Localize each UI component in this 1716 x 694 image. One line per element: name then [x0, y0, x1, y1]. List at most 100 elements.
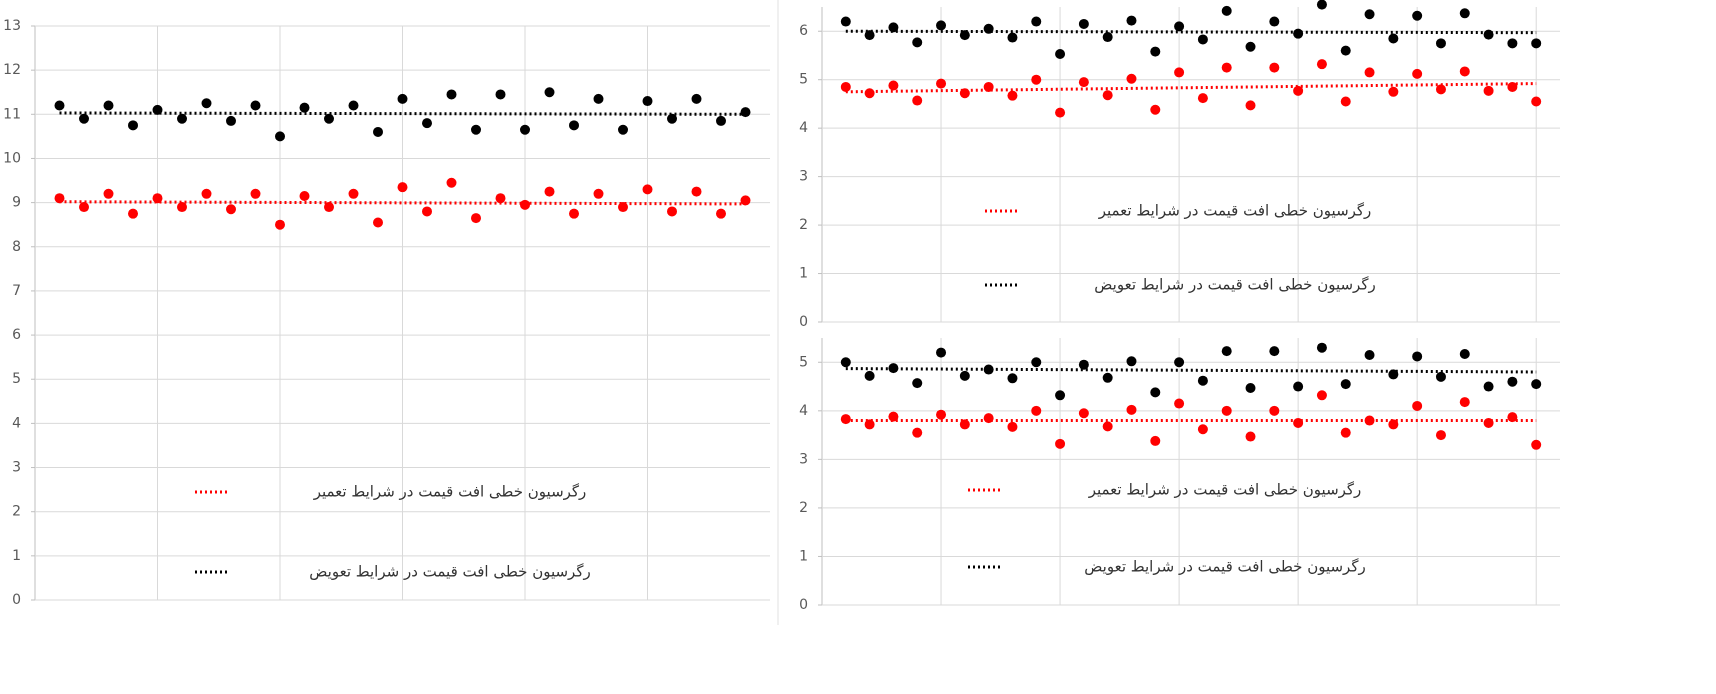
point — [1007, 90, 1018, 101]
point — [667, 113, 677, 124]
point — [1435, 430, 1446, 441]
point — [569, 120, 579, 131]
point — [1221, 405, 1232, 416]
point — [1197, 34, 1208, 45]
point — [1221, 62, 1232, 73]
point — [1531, 96, 1542, 107]
point — [103, 100, 114, 111]
y-tick-label: 4 — [12, 415, 21, 431]
legend-label: رگرسیون خطی افت قیمت در شرایط تعویض — [1094, 276, 1375, 294]
point — [888, 80, 899, 91]
point — [1459, 66, 1470, 77]
point — [1507, 38, 1518, 49]
y-tick-label: 4 — [799, 403, 808, 419]
point — [1221, 5, 1232, 16]
point — [1197, 93, 1208, 104]
point — [1459, 8, 1470, 19]
point — [1507, 412, 1518, 423]
point — [1412, 10, 1423, 21]
point — [1435, 371, 1446, 382]
trendline — [845, 29, 1537, 35]
point — [226, 115, 236, 126]
point — [912, 427, 923, 438]
point — [1293, 381, 1304, 392]
y-tick-label: 5 — [799, 354, 808, 370]
y-tick-label: 3 — [12, 460, 21, 476]
point — [397, 93, 408, 104]
trendline — [845, 367, 1537, 374]
point — [1364, 67, 1375, 78]
point — [348, 100, 359, 111]
point — [1150, 387, 1161, 398]
point — [1150, 435, 1161, 446]
point — [1269, 62, 1280, 73]
point — [422, 206, 432, 217]
point — [1483, 381, 1494, 392]
point — [912, 37, 923, 48]
point — [864, 88, 875, 99]
legend-label: رگرسیون خطی افت قیمت در شرایط تعمیر — [1088, 481, 1362, 499]
point — [1055, 107, 1066, 118]
point — [397, 182, 408, 193]
point — [1197, 375, 1208, 386]
point — [471, 124, 481, 135]
point — [1269, 16, 1280, 27]
y-tick-label: 12 — [3, 62, 21, 78]
point — [840, 357, 851, 368]
y-tick-label: 0 — [799, 597, 808, 613]
point — [1078, 77, 1089, 88]
point — [667, 206, 677, 217]
point — [983, 364, 994, 375]
point — [593, 93, 604, 104]
point — [1078, 408, 1089, 419]
point — [1316, 342, 1327, 353]
point — [1197, 424, 1208, 435]
legend-label: رگرسیون خطی افت قیمت در شرایط تعمیر — [313, 483, 587, 501]
legend-label: رگرسیون خطی افت قیمت در شرایط تعویض — [1084, 558, 1365, 576]
y-tick-label: 1 — [799, 266, 808, 282]
point — [912, 378, 923, 389]
point — [1102, 32, 1113, 43]
point — [1126, 73, 1137, 84]
point — [1364, 9, 1375, 20]
point — [618, 124, 628, 135]
point — [373, 217, 383, 228]
point — [740, 195, 751, 206]
point — [936, 78, 947, 89]
point — [840, 81, 851, 92]
point — [201, 98, 212, 109]
point — [716, 115, 726, 126]
point — [1388, 86, 1399, 97]
point — [1293, 28, 1304, 39]
point — [936, 409, 947, 420]
point — [54, 100, 65, 111]
point — [1269, 405, 1280, 416]
point — [54, 193, 65, 204]
point — [1031, 405, 1042, 416]
point — [495, 89, 506, 100]
point — [1007, 421, 1018, 432]
point — [1221, 346, 1232, 357]
y-tick-label: 2 — [799, 217, 808, 233]
point — [840, 16, 851, 27]
point — [520, 199, 530, 210]
point — [1412, 351, 1423, 362]
point — [1340, 45, 1351, 56]
point — [275, 219, 285, 230]
y-tick-label: 7 — [12, 283, 21, 299]
y-tick-label: 5 — [12, 371, 21, 387]
point — [1316, 59, 1327, 70]
point — [1245, 41, 1256, 52]
y-tick-label: 2 — [12, 504, 21, 520]
point — [1531, 439, 1542, 450]
point — [1412, 68, 1423, 79]
point — [201, 188, 212, 199]
point — [1435, 38, 1446, 49]
y-tick-label: 2 — [799, 500, 808, 516]
point — [1007, 373, 1018, 384]
point — [324, 202, 334, 213]
point — [446, 89, 457, 100]
y-tick-label: 0 — [799, 314, 808, 330]
point — [1316, 0, 1327, 10]
